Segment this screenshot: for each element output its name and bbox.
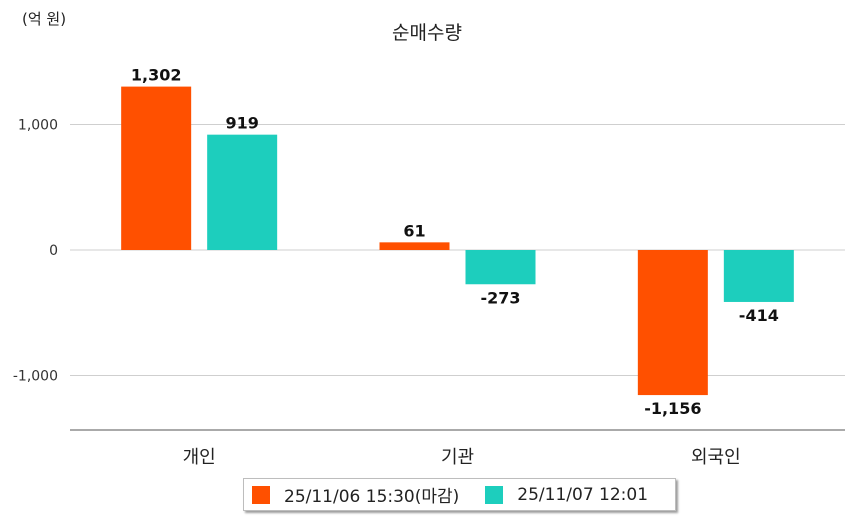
x-category-label: 개인 bbox=[183, 447, 216, 468]
bar bbox=[637, 250, 708, 396]
bar-chart: 1,000 0 -1,000 개인 1,302 919 기관 61 -273 외국인 -1,156 -… bbox=[13, 66, 845, 468]
bar bbox=[465, 250, 536, 285]
bar bbox=[379, 242, 450, 250]
bar bbox=[207, 134, 278, 250]
legend-label-series-2: 25/11/07 12:01 bbox=[517, 484, 649, 505]
legend-label-series-1: 25/11/06 15:30(마감) bbox=[284, 487, 460, 507]
bar bbox=[121, 86, 192, 250]
legend-item-series-2[interactable]: 25/11/07 12:01 bbox=[485, 485, 648, 505]
data-label: 1,302 bbox=[131, 66, 182, 85]
legend-swatch-series-1 bbox=[252, 485, 270, 504]
x-category-label: 기관 bbox=[441, 447, 474, 468]
bar bbox=[723, 250, 794, 302]
legend-item-series-1[interactable]: 25/11/06 15:30(마감) bbox=[252, 482, 459, 507]
legend: 25/11/06 15:30(마감) 25/11/07 12:01 bbox=[243, 478, 676, 511]
y-tick-label: -1,000 bbox=[13, 369, 58, 385]
data-label: -414 bbox=[739, 306, 779, 325]
data-label: -1,156 bbox=[644, 399, 701, 418]
chart-title: 순매수량 bbox=[392, 22, 462, 44]
x-category-label: 외국인 bbox=[691, 447, 741, 468]
data-label: -273 bbox=[480, 288, 520, 307]
y-tick-label: 1,000 bbox=[18, 118, 58, 134]
data-label: 919 bbox=[225, 114, 258, 133]
legend-swatch-series-2 bbox=[485, 485, 504, 504]
y-tick-label: 0 bbox=[49, 243, 58, 259]
unit-label: (억 원) bbox=[22, 10, 67, 28]
data-label: 61 bbox=[403, 221, 425, 240]
